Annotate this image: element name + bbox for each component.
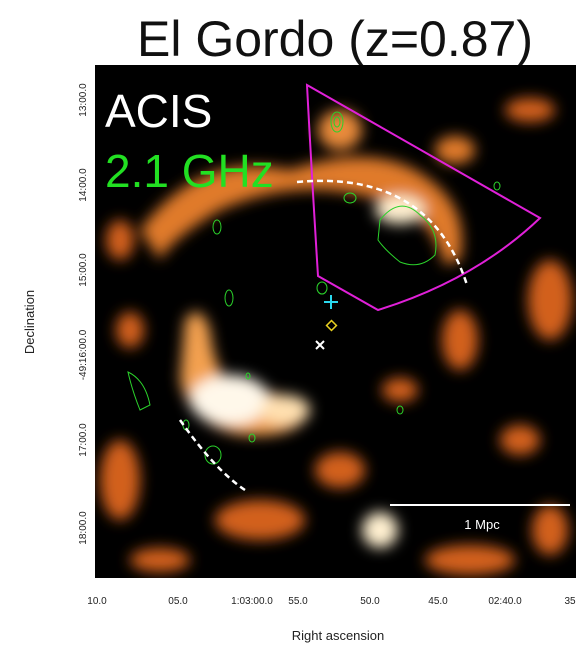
x-tick-label: 45.0	[428, 596, 448, 607]
y-tick-label: -49:16:00.0	[78, 329, 89, 380]
x-tick-label: 10.0	[87, 596, 107, 607]
radio-label: 2.1 GHz	[105, 145, 274, 197]
y-tick-label: 14:00.0	[78, 168, 89, 202]
x-axis-label: Right ascension	[292, 628, 385, 643]
scale-bar-label: 1 Mpc	[464, 517, 500, 532]
figure: El Gordo (z=0.87)	[0, 0, 576, 646]
x-tick-label: 1:03:00.0	[231, 596, 273, 607]
xray-image	[95, 65, 576, 578]
y-axis-label: Declination	[22, 290, 37, 354]
y-tick-label: 13:00.0	[78, 83, 89, 117]
x-tick-label: 35	[564, 596, 576, 607]
x-tick-label: 50.0	[360, 596, 380, 607]
y-tick-label: 18:00.0	[78, 511, 89, 545]
y-tick-label: 17:00.0	[78, 423, 89, 457]
instrument-label: ACIS	[105, 85, 212, 137]
x-tick-label: 05.0	[168, 596, 188, 607]
title: El Gordo (z=0.87)	[137, 11, 533, 67]
y-tick-label: 15:00.0	[78, 253, 89, 287]
x-tick-label: 55.0	[288, 596, 308, 607]
x-tick-label: 02:40.0	[488, 596, 522, 607]
page: El Gordo (z=0.87)	[0, 0, 576, 646]
